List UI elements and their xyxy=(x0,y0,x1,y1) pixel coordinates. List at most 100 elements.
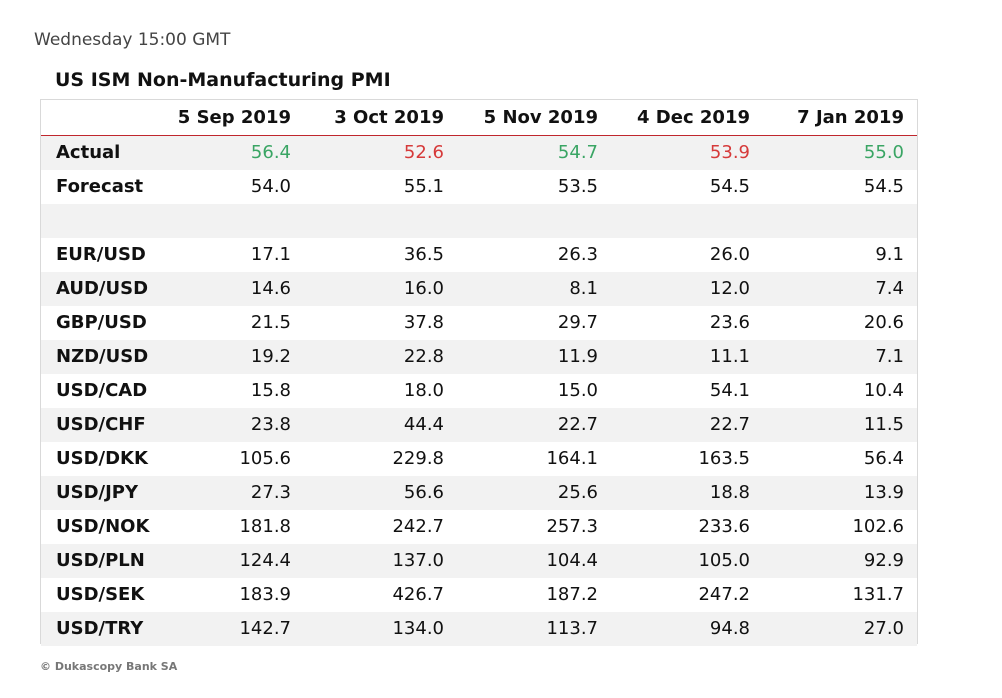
table-cell xyxy=(151,204,291,238)
table-cell: 247.2 xyxy=(698,584,750,605)
row-label: Actual xyxy=(56,142,121,163)
table-cell: 26.0 xyxy=(709,244,750,265)
row-label: USD/JPY xyxy=(56,482,139,503)
table-cell: 113.7 xyxy=(546,618,598,639)
table-cell: 10.4 xyxy=(863,380,904,401)
table-cell: 54.1 xyxy=(709,380,750,401)
table-cell: 134.0 xyxy=(392,618,444,639)
table-row: USD/JPY 27.3 56.6 25.6 18.8 13.9 xyxy=(41,476,917,510)
table-cell: 55.1 xyxy=(403,176,444,197)
table-cell: 53.9 xyxy=(709,142,750,163)
table-cell: 17.1 xyxy=(250,244,291,265)
table-cell: 53.5 xyxy=(557,176,598,197)
column-header: 4 Dec 2019 xyxy=(637,107,750,128)
chart-title: US ISM Non-Manufacturing PMI xyxy=(55,69,391,91)
table-cell: 22.7 xyxy=(709,414,750,435)
table-cell: 15.0 xyxy=(557,380,598,401)
table-cell: 12.0 xyxy=(709,278,750,299)
table-cell: 56.4 xyxy=(250,142,291,163)
table-row xyxy=(41,204,917,238)
table-cell: 52.6 xyxy=(403,142,444,163)
table-cell: 22.7 xyxy=(557,414,598,435)
table-cell: 44.4 xyxy=(403,414,444,435)
table-cell: 7.1 xyxy=(875,346,904,367)
table-row: Actual 56.4 52.6 54.7 53.9 55.0 xyxy=(41,136,917,170)
table-row: USD/TRY 142.7 134.0 113.7 94.8 27.0 xyxy=(41,612,917,646)
table-cell: 187.2 xyxy=(546,584,598,605)
table-cell: 14.6 xyxy=(250,278,291,299)
table-cell: 21.5 xyxy=(250,312,291,333)
table-cell: 23.8 xyxy=(250,414,291,435)
table-cell xyxy=(458,204,598,238)
row-label: Forecast xyxy=(56,176,144,197)
table-cell: 131.7 xyxy=(852,584,904,605)
table-cell: 8.1 xyxy=(569,278,598,299)
table-row: USD/DKK 105.6 229.8 164.1 163.5 56.4 xyxy=(41,442,917,476)
table-cell: 54.7 xyxy=(557,142,598,163)
table-cell: 7.4 xyxy=(875,278,904,299)
table-row: NZD/USD 19.2 22.8 11.9 11.1 7.1 xyxy=(41,340,917,374)
row-label: USD/TRY xyxy=(56,618,144,639)
table-cell: 183.9 xyxy=(239,584,291,605)
column-header: 5 Sep 2019 xyxy=(177,107,291,128)
table-cell: 20.6 xyxy=(863,312,904,333)
subtitle: Wednesday 15:00 GMT xyxy=(34,30,231,50)
row-label: USD/PLN xyxy=(56,550,145,571)
table-cell xyxy=(304,204,444,238)
table-cell: 11.9 xyxy=(557,346,598,367)
table-header-row: 5 Sep 2019 3 Oct 2019 5 Nov 2019 4 Dec 2… xyxy=(41,100,917,137)
table-cell: 94.8 xyxy=(709,618,750,639)
table-cell: 15.8 xyxy=(250,380,291,401)
table-cell: 142.7 xyxy=(239,618,291,639)
table-cell: 11.5 xyxy=(863,414,904,435)
row-label: GBP/USD xyxy=(56,312,147,333)
copyright-footer: © Dukascopy Bank SA xyxy=(40,660,178,673)
table-cell: 102.6 xyxy=(852,516,904,537)
table-cell: 36.5 xyxy=(403,244,444,265)
table-cell: 426.7 xyxy=(392,584,444,605)
row-label: EUR/USD xyxy=(56,244,146,265)
table-cell: 54.0 xyxy=(250,176,291,197)
table-row: USD/PLN 124.4 137.0 104.4 105.0 92.9 xyxy=(41,544,917,578)
table-cell: 257.3 xyxy=(546,516,598,537)
table-cell: 16.0 xyxy=(403,278,444,299)
table-cell: 104.4 xyxy=(546,550,598,571)
table-cell: 56.4 xyxy=(863,448,904,469)
column-header: 3 Oct 2019 xyxy=(334,107,444,128)
row-label: USD/CAD xyxy=(56,380,148,401)
table-cell: 37.8 xyxy=(403,312,444,333)
table-cell: 229.8 xyxy=(392,448,444,469)
row-label: AUD/USD xyxy=(56,278,149,299)
row-label: USD/DKK xyxy=(56,448,148,469)
table-cell: 124.4 xyxy=(239,550,291,571)
row-label: NZD/USD xyxy=(56,346,149,367)
row-label: USD/CHF xyxy=(56,414,146,435)
table-row: Forecast 54.0 55.1 53.5 54.5 54.5 xyxy=(41,170,917,204)
table-cell: 18.0 xyxy=(403,380,444,401)
table-row: USD/NOK 181.8 242.7 257.3 233.6 102.6 xyxy=(41,510,917,544)
column-header: 7 Jan 2019 xyxy=(797,107,904,128)
table-cell: 137.0 xyxy=(392,550,444,571)
table-cell: 54.5 xyxy=(863,176,904,197)
table-cell: 19.2 xyxy=(250,346,291,367)
table-cell: 92.9 xyxy=(863,550,904,571)
table-cell: 105.6 xyxy=(239,448,291,469)
table-cell: 242.7 xyxy=(392,516,444,537)
data-table: 5 Sep 2019 3 Oct 2019 5 Nov 2019 4 Dec 2… xyxy=(40,99,918,646)
table-cell xyxy=(610,204,750,238)
table-cell: 233.6 xyxy=(698,516,750,537)
table-cell: 26.3 xyxy=(557,244,598,265)
table-cell: 54.5 xyxy=(709,176,750,197)
column-header: 5 Nov 2019 xyxy=(483,107,598,128)
table-cell: 25.6 xyxy=(557,482,598,503)
table-row: USD/SEK 183.9 426.7 187.2 247.2 131.7 xyxy=(41,578,917,612)
table-cell: 163.5 xyxy=(698,448,750,469)
table-cell: 181.8 xyxy=(239,516,291,537)
table-cell: 164.1 xyxy=(546,448,598,469)
table-row: AUD/USD 14.6 16.0 8.1 12.0 7.4 xyxy=(41,272,917,306)
table-cell: 22.8 xyxy=(403,346,444,367)
table-cell: 29.7 xyxy=(557,312,598,333)
row-label: USD/NOK xyxy=(56,516,150,537)
table-row: EUR/USD 17.1 36.5 26.3 26.0 9.1 xyxy=(41,238,917,272)
row-label: USD/SEK xyxy=(56,584,145,605)
